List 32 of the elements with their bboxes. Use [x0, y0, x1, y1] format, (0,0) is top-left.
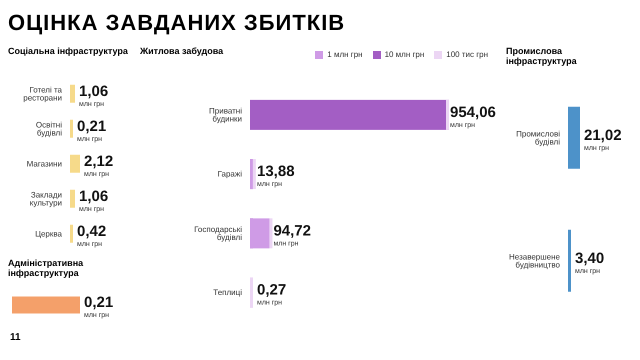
data-label: 1,06: [79, 188, 108, 205]
category-label: Магазини: [26, 159, 62, 168]
category-label: Церква: [35, 229, 63, 238]
category-label: Освітні будівлі: [36, 120, 62, 138]
category-label: Незавершене будівництво: [509, 252, 561, 270]
category-label: Гаражі: [218, 170, 242, 179]
category-label: Приватні будинки: [209, 106, 242, 124]
data-label: 0,21: [84, 294, 114, 311]
legend-label: 1 млн грн: [327, 50, 363, 59]
category-label: Теплиці: [213, 288, 242, 298]
text: ОЦІНКА ЗАВДАНИХ ЗБИТКІВ: [8, 10, 346, 36]
data-label: 0,42: [77, 222, 106, 240]
data-label: 3,40: [575, 250, 604, 267]
category-label: Готелі та ресторани: [23, 85, 63, 102]
data-label: 94,72: [273, 222, 312, 240]
category-label: Заклади культури: [30, 190, 62, 208]
data-label: 2,12: [84, 152, 114, 170]
legend-label: 10 млн грн: [384, 50, 424, 59]
text: Соціальна інфраструктура: [8, 46, 129, 58]
text: Промислова інфраструктура: [506, 46, 578, 68]
data-label: 0,27: [257, 282, 286, 299]
data-label: 13,88: [257, 163, 295, 180]
data-label: 0,21: [77, 118, 106, 135]
data-label: 954,06: [450, 104, 496, 121]
category-label: Промислові будівлі: [516, 129, 560, 146]
category-label: Господарські будівлі: [194, 224, 242, 242]
text: Адміністративна інфраструктура: [8, 258, 84, 280]
text: 11: [10, 332, 21, 343]
legend-label: 100 тис грн: [446, 50, 488, 59]
text: Житлова забудова: [140, 46, 224, 58]
data-label: 21,02: [584, 126, 622, 144]
data-label: 1,06: [79, 82, 108, 100]
